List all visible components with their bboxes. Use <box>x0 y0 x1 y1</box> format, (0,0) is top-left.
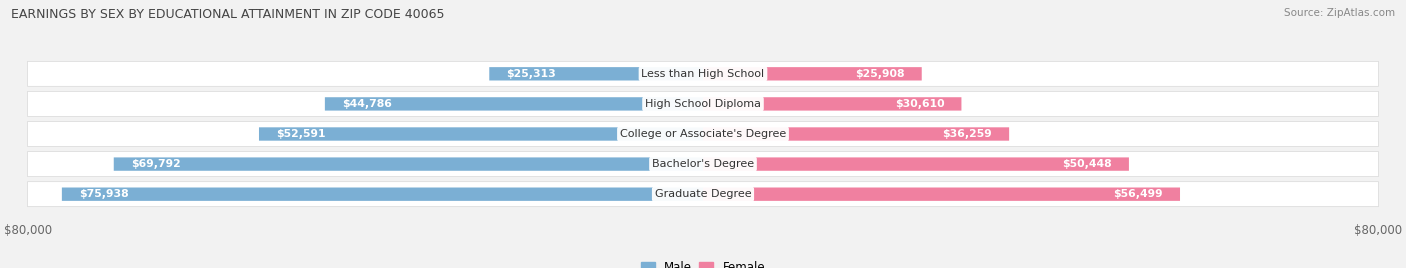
FancyBboxPatch shape <box>28 182 1378 207</box>
FancyBboxPatch shape <box>259 127 703 141</box>
Text: $25,313: $25,313 <box>506 69 555 79</box>
FancyBboxPatch shape <box>703 127 1010 141</box>
FancyBboxPatch shape <box>703 157 1129 171</box>
Text: $36,259: $36,259 <box>942 129 993 139</box>
Text: High School Diploma: High School Diploma <box>645 99 761 109</box>
Text: $75,938: $75,938 <box>79 189 128 199</box>
FancyBboxPatch shape <box>114 157 703 171</box>
Text: Graduate Degree: Graduate Degree <box>655 189 751 199</box>
Text: $44,786: $44,786 <box>342 99 392 109</box>
Text: $30,610: $30,610 <box>896 99 945 109</box>
FancyBboxPatch shape <box>62 188 703 201</box>
FancyBboxPatch shape <box>325 97 703 111</box>
Legend: Male, Female: Male, Female <box>636 256 770 268</box>
FancyBboxPatch shape <box>28 91 1378 116</box>
Text: $25,908: $25,908 <box>855 69 905 79</box>
FancyBboxPatch shape <box>703 97 962 111</box>
Text: $56,499: $56,499 <box>1114 189 1163 199</box>
FancyBboxPatch shape <box>28 121 1378 147</box>
Text: $69,792: $69,792 <box>131 159 180 169</box>
Text: Source: ZipAtlas.com: Source: ZipAtlas.com <box>1284 8 1395 18</box>
FancyBboxPatch shape <box>703 67 922 80</box>
Text: College or Associate's Degree: College or Associate's Degree <box>620 129 786 139</box>
Text: EARNINGS BY SEX BY EDUCATIONAL ATTAINMENT IN ZIP CODE 40065: EARNINGS BY SEX BY EDUCATIONAL ATTAINMEN… <box>11 8 444 21</box>
FancyBboxPatch shape <box>28 61 1378 86</box>
Text: $50,448: $50,448 <box>1063 159 1112 169</box>
FancyBboxPatch shape <box>28 152 1378 177</box>
Text: Bachelor's Degree: Bachelor's Degree <box>652 159 754 169</box>
Text: Less than High School: Less than High School <box>641 69 765 79</box>
FancyBboxPatch shape <box>489 67 703 80</box>
Text: $52,591: $52,591 <box>276 129 325 139</box>
FancyBboxPatch shape <box>703 188 1180 201</box>
